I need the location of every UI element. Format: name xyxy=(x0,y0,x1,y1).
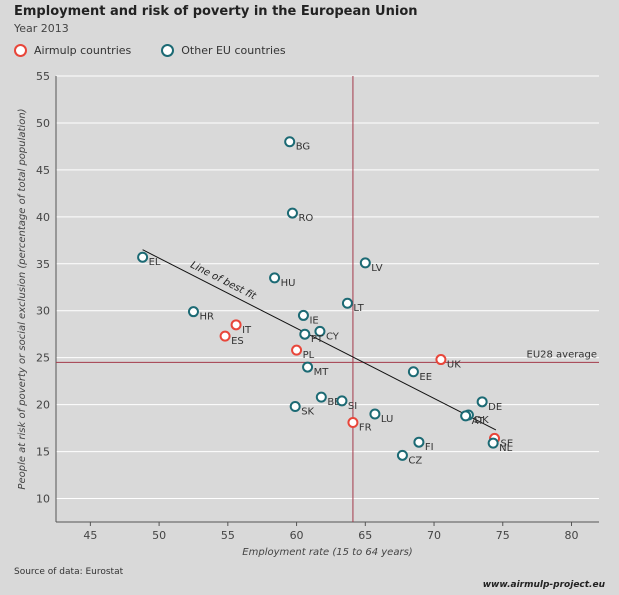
point-lt xyxy=(341,297,353,309)
point-label-dk: DK xyxy=(474,415,489,426)
y-axis-label: People at risk of poverty or social excl… xyxy=(17,108,28,489)
point-hu xyxy=(269,272,281,284)
point-fr xyxy=(347,416,359,428)
y-tick-label: 10 xyxy=(36,493,50,506)
point-label-si: SI xyxy=(348,401,357,412)
point-ee xyxy=(407,366,419,378)
legend-label-airmulp: Airmulp countries xyxy=(34,44,132,57)
legend-marker-other xyxy=(161,44,175,57)
y-tick-label: 35 xyxy=(36,258,50,271)
legend-item-airmulp: Airmulp countries xyxy=(14,44,131,57)
point-es xyxy=(219,330,231,342)
point-label-de: DE xyxy=(488,402,502,413)
x-tick-label: 70 xyxy=(427,529,441,542)
point-nl xyxy=(487,437,499,449)
point-it xyxy=(230,319,242,331)
point-label-be: BE xyxy=(327,397,340,408)
point-pl xyxy=(291,344,303,356)
point-uk xyxy=(435,354,447,366)
point-cy xyxy=(314,325,326,337)
point-de xyxy=(476,396,488,408)
point-label-es: ES xyxy=(231,336,244,347)
point-label-uk: UK xyxy=(447,360,461,371)
point-sk xyxy=(289,401,301,413)
point-label-cy: CY xyxy=(326,331,340,342)
point-label-bg: BG xyxy=(296,142,310,153)
point-hr xyxy=(187,306,199,318)
y-tick-label: 20 xyxy=(36,399,50,412)
point-at xyxy=(460,410,472,422)
point-label-hr: HR xyxy=(199,312,214,323)
y-tick-label: 25 xyxy=(36,352,50,365)
x-tick-label: 80 xyxy=(565,529,579,542)
point-be xyxy=(315,391,327,403)
point-label-ee: EE xyxy=(419,372,432,383)
point-ie xyxy=(297,309,309,321)
x-tick-label: 45 xyxy=(83,529,97,542)
point-fi xyxy=(413,436,425,448)
source-note: Source of data: Eurostat xyxy=(14,567,124,577)
point-label-nl: NL xyxy=(499,443,512,454)
point-label-fr: FR xyxy=(359,422,372,433)
point-bg xyxy=(284,136,296,148)
point-label-se: SE xyxy=(501,438,514,449)
chart-subtitle: Year 2013 xyxy=(14,22,69,35)
eu28-average-label: EU28 average xyxy=(527,349,597,360)
point-label-it: IT xyxy=(242,325,252,336)
point-label-hu: HU xyxy=(281,278,296,289)
x-tick-label: 60 xyxy=(290,529,304,542)
x-axis-label: Employment rate (15 to 64 years) xyxy=(242,547,412,558)
best-fit-label: Line of best fit xyxy=(188,260,258,303)
y-tick-label: 50 xyxy=(36,117,50,130)
legend-label-other: Other EU countries xyxy=(181,44,286,57)
point-lu xyxy=(369,408,381,420)
chart-title: Employment and risk of poverty in the Eu… xyxy=(14,4,418,19)
point-label-ro: RO xyxy=(298,213,313,224)
point-label-el: EL xyxy=(149,257,161,268)
point-mt xyxy=(302,361,314,373)
point-label-sk: SK xyxy=(301,407,314,418)
x-tick-label: 55 xyxy=(221,529,235,542)
point-label-lt: LT xyxy=(353,303,364,314)
point-label-mt: MT xyxy=(314,367,330,378)
point-lv xyxy=(359,257,371,269)
legend-item-other: Other EU countries xyxy=(161,44,286,57)
point-ro xyxy=(286,207,298,219)
best-fit-line xyxy=(142,249,497,431)
x-tick-label: 50 xyxy=(152,529,166,542)
y-tick-label: 45 xyxy=(36,164,50,177)
legend-marker-airmulp xyxy=(14,44,27,57)
footer-url[interactable]: www.airmulp-project.eu xyxy=(482,580,605,590)
point-label-pt: PT xyxy=(311,334,324,345)
point-label-lv: LV xyxy=(371,263,382,274)
point-label-at: AT xyxy=(472,416,485,427)
y-tick-label: 55 xyxy=(36,70,50,83)
x-tick-label: 75 xyxy=(496,529,510,542)
y-tick-label: 15 xyxy=(36,446,50,459)
point-label-cz: CZ xyxy=(408,455,422,466)
legend: Airmulp countries Other EU countries xyxy=(14,44,316,57)
point-label-lu: LU xyxy=(381,414,393,425)
point-el xyxy=(137,251,149,263)
point-label-ie: IE xyxy=(309,315,318,326)
point-cz xyxy=(396,449,408,461)
x-tick-label: 65 xyxy=(358,529,372,542)
point-si xyxy=(336,395,348,407)
point-label-fi: FI xyxy=(425,442,434,453)
y-tick-label: 30 xyxy=(36,305,50,318)
point-pt xyxy=(299,328,311,340)
point-label-pl: PL xyxy=(303,350,315,361)
y-tick-label: 40 xyxy=(36,211,50,224)
